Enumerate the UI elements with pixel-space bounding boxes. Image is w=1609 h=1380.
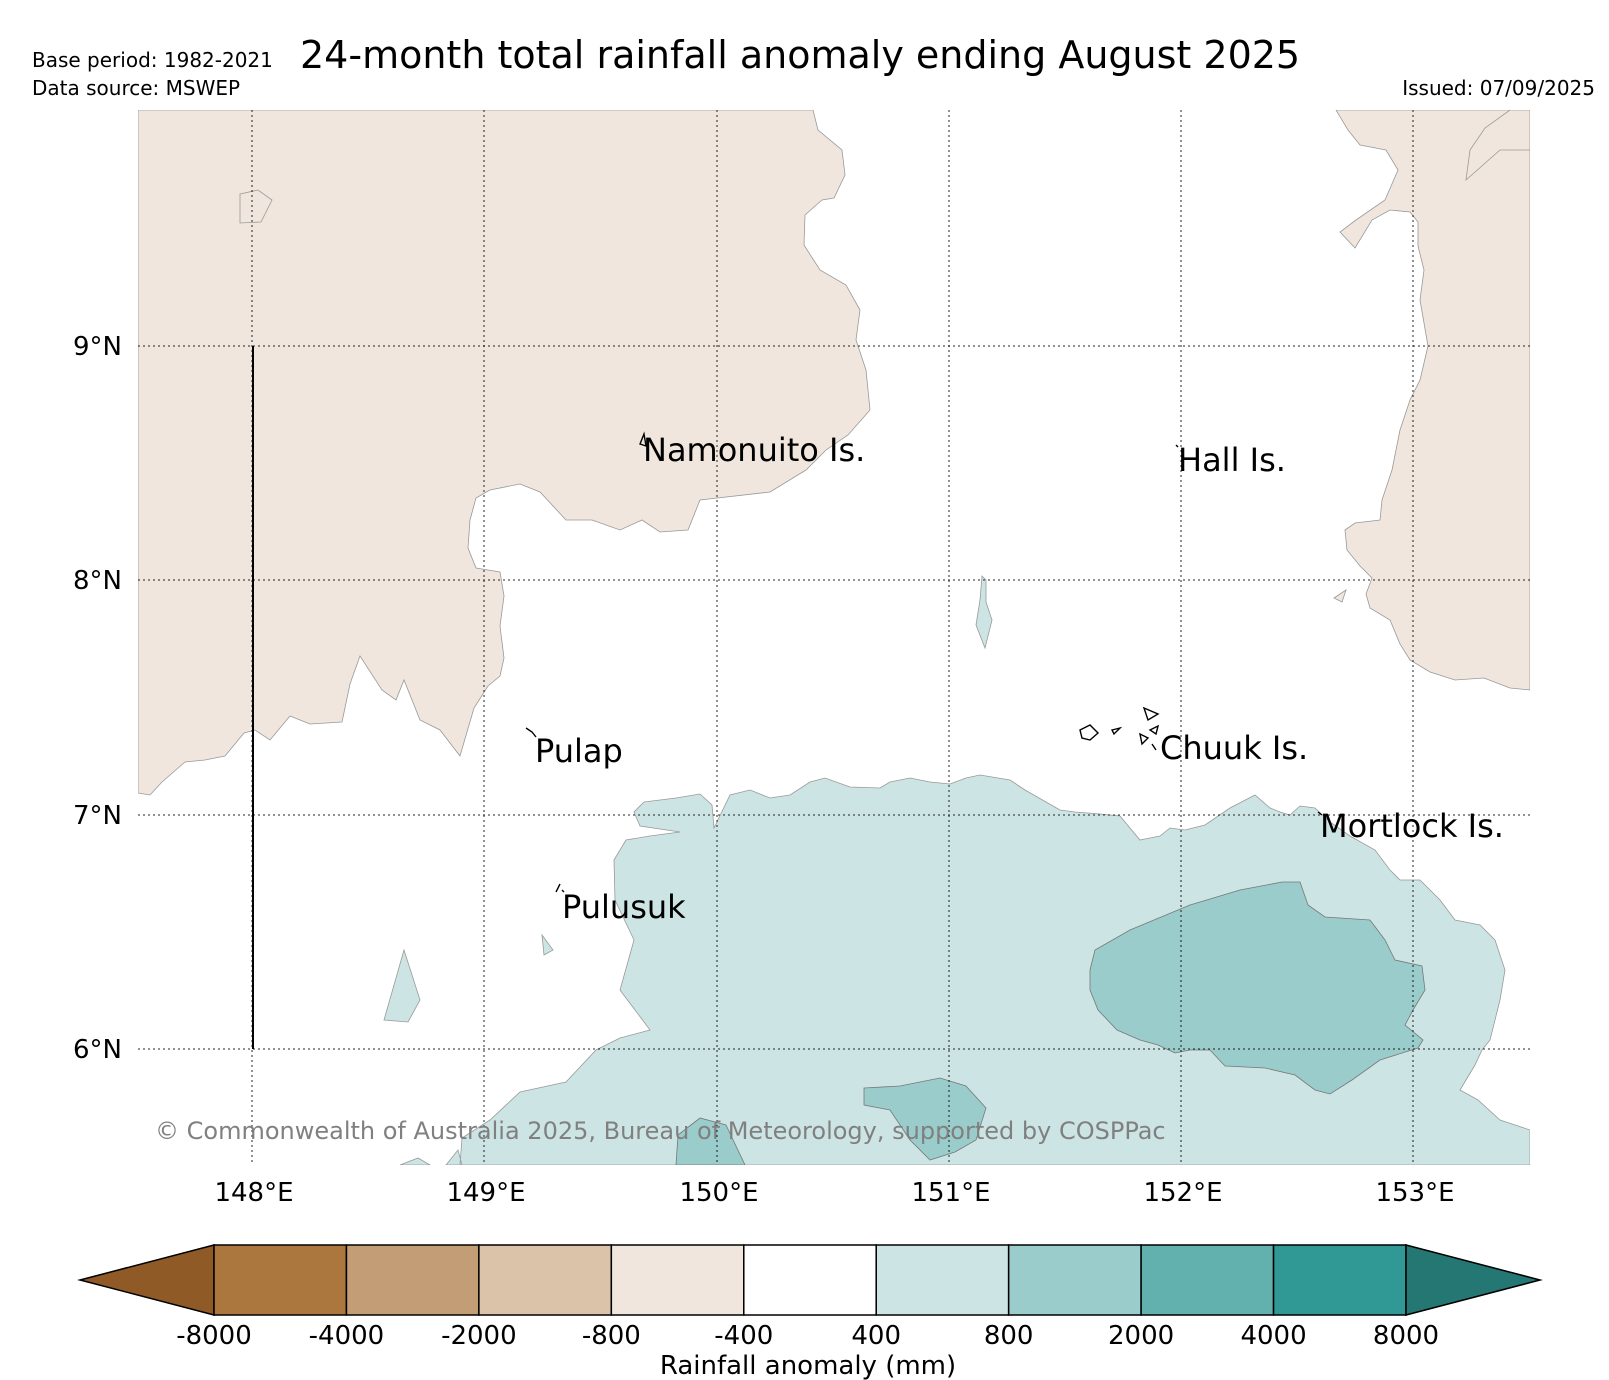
lon-label-150e: 150°E [679, 1178, 758, 1208]
chart-title: 24-month total rainfall anomaly ending A… [300, 33, 1301, 77]
dry-anomaly-region-east [1333, 110, 1530, 691]
colorbar-segment [1140, 1244, 1275, 1316]
wet-anomaly-core-south [863, 1077, 987, 1161]
data-source-text: Data source: MSWEP [32, 76, 241, 100]
colorbar-segment [743, 1244, 877, 1316]
colorbar-tick-label: -4000 [309, 1321, 385, 1351]
colorbar-segment [875, 1244, 1010, 1316]
lon-label-148e: 148°E [214, 1178, 293, 1208]
lon-label-151e: 151°E [911, 1178, 990, 1208]
lon-label-153e: 153°E [1375, 1178, 1454, 1208]
colorbar-segment [345, 1244, 480, 1316]
graticule [138, 110, 1530, 1165]
colorbar-segment [1272, 1244, 1407, 1316]
colorbar: -8000 -4000 -2000 -800 -400 400 800 2000 4000 800… [77, 1244, 1543, 1380]
lat-label-9n: 9°N [73, 332, 122, 362]
colorbar-segment [610, 1244, 745, 1316]
colorbar-tick-label: -800 [582, 1321, 641, 1351]
dry-anomaly-region-west [138, 110, 871, 796]
lat-label-7n: 7°N [73, 801, 122, 831]
mortlock-island-shape [1317, 811, 1323, 816]
pulap-island-shape [525, 727, 537, 738]
colorbar-tick-label: 800 [984, 1321, 1034, 1351]
colorbar-tick-label: -8000 [176, 1321, 252, 1351]
colorbar-segment [478, 1244, 613, 1316]
namonuito-island-shape [639, 431, 647, 448]
colorbar-segment [213, 1244, 348, 1316]
place-label-pulap: Pulap [535, 732, 623, 770]
pulusuk-island-shape [555, 883, 565, 893]
place-label-hall: Hall Is. [1178, 441, 1286, 479]
lat-label-8n: 8°N [73, 566, 122, 596]
colorbar-segment [1007, 1244, 1142, 1316]
colorbar-tick-label: 4000 [1240, 1321, 1306, 1351]
map-canvas: Namonuito Is. Hall Is. Pulap Chuuk Is. M… [138, 110, 1530, 1165]
place-label-namonuito: Namonuito Is. [643, 431, 865, 469]
colorbar-extend-right [1405, 1244, 1543, 1316]
hall-island-shape [1175, 444, 1179, 448]
colorbar-tick-label: 400 [851, 1321, 901, 1351]
base-period-text: Base period: 1982-2021 [32, 48, 273, 72]
colorbar-tick-label: -400 [714, 1321, 773, 1351]
wet-anomaly-core-southwest [675, 1117, 746, 1165]
colorbar-extend-left [77, 1244, 215, 1316]
place-label-chuuk: Chuuk Is. [1160, 729, 1308, 767]
place-label-pulusuk: Pulusuk [562, 888, 686, 926]
lat-label-6n: 6°N [73, 1035, 122, 1065]
place-label-mortlock: Mortlock Is. [1320, 807, 1504, 845]
colorbar-tick-label: -2000 [441, 1321, 517, 1351]
wet-anomaly-core-east [1089, 881, 1426, 1095]
colorbar-ticks: -8000 -4000 -2000 -800 -400 400 800 2000 4000 800… [176, 1321, 1439, 1351]
chuuk-island-shapes [1079, 706, 1160, 751]
colorbar-segments [213, 1244, 1407, 1316]
colorbar-tick-label: 8000 [1373, 1321, 1439, 1351]
lon-label-152e: 152°E [1143, 1178, 1222, 1208]
copyright-text: © Commonwealth of Australia 2025, Bureau… [155, 1117, 1166, 1145]
island-outlines [525, 431, 1323, 893]
colorbar-tick-label: 2000 [1108, 1321, 1174, 1351]
issued-date-text: Issued: 07/09/2025 [1402, 76, 1595, 100]
lon-label-149e: 149°E [446, 1178, 525, 1208]
colorbar-title: Rainfall anomaly (mm) [660, 1351, 956, 1380]
